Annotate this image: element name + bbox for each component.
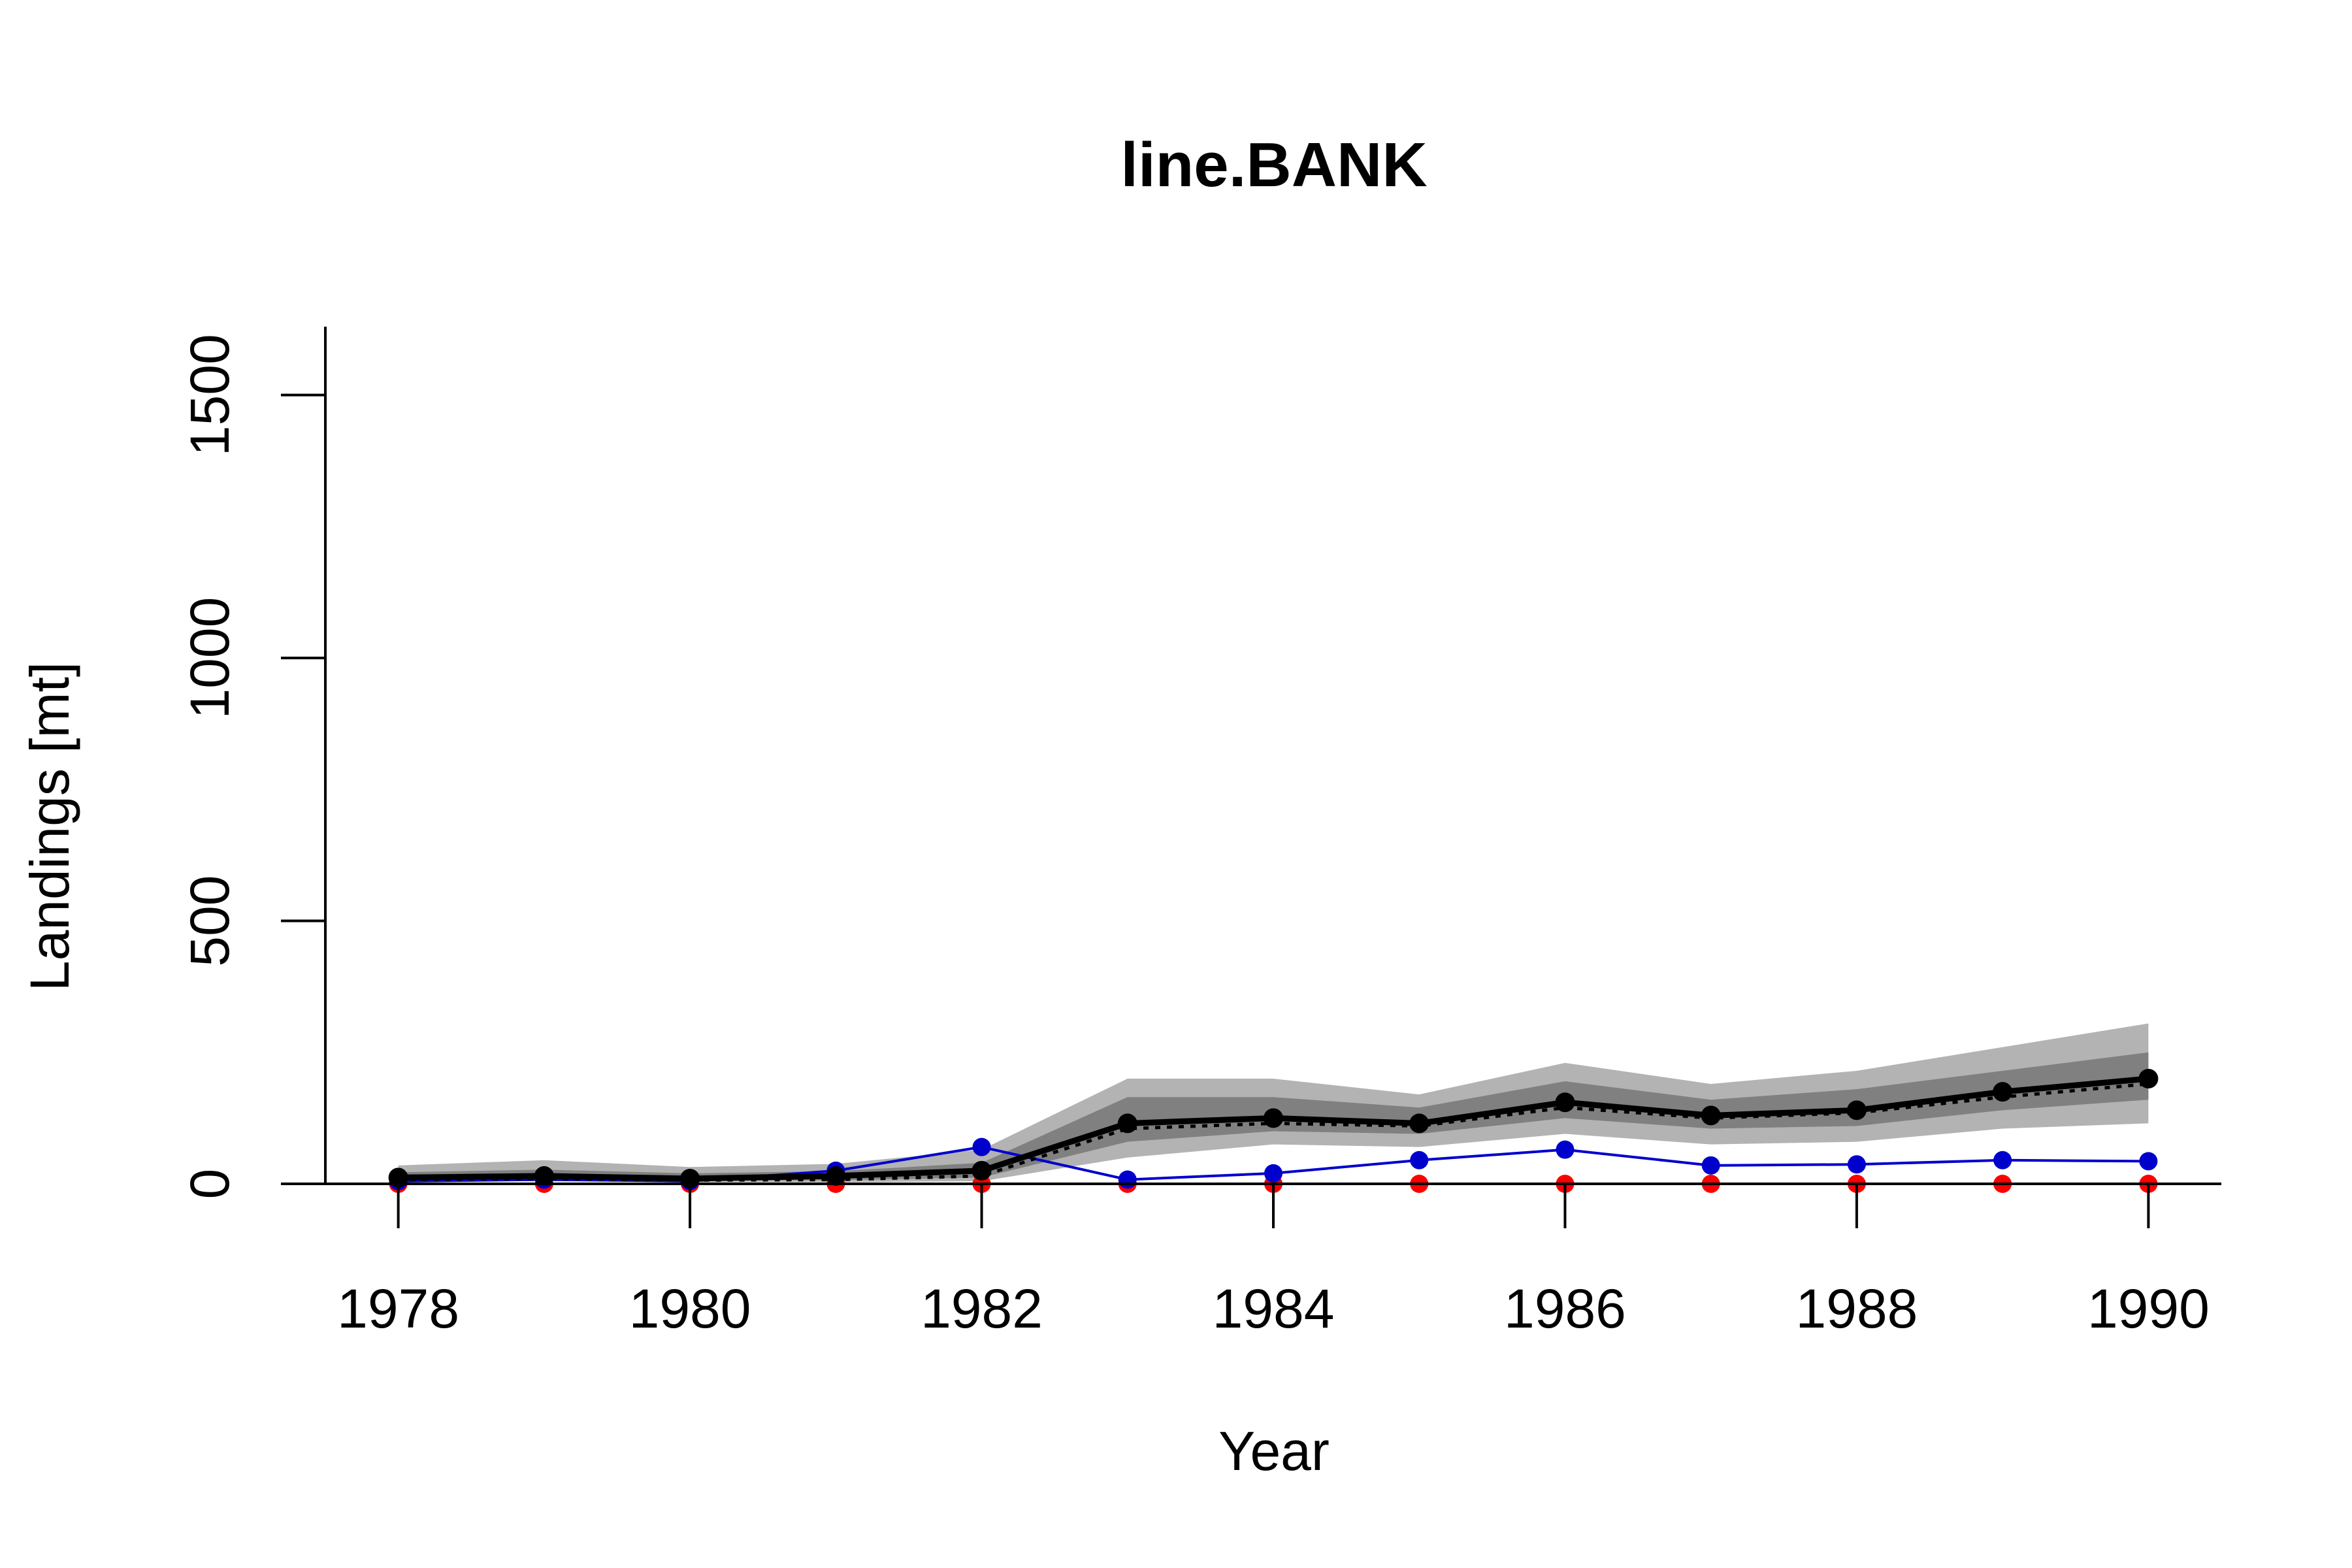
series-1-point [388, 1168, 408, 1188]
series-3-point [1410, 1151, 1429, 1169]
series-1-point [972, 1160, 992, 1181]
axes: 1978 1980 1982 1984 1986 1988 1990 0 500 1000 1500 [179, 327, 2221, 1339]
series-1-point [534, 1166, 554, 1186]
y-tick-label: 0 [179, 1169, 240, 1200]
x-axis-label: Year [1218, 1420, 1330, 1482]
x-tick-label: 1982 [921, 1278, 1043, 1339]
series-1-point [1846, 1100, 1867, 1120]
series-3-point [972, 1137, 991, 1156]
y-tick-label: 1500 [179, 334, 240, 456]
y-tick-label: 1000 [179, 597, 240, 719]
y-tick-label: 500 [179, 875, 240, 966]
x-tick-label: 1990 [2087, 1278, 2210, 1339]
series-1-point [1701, 1105, 1721, 1126]
interval-bands [398, 1023, 2149, 1183]
x-tick-label: 1988 [1795, 1278, 1918, 1339]
series-1-point [1117, 1113, 1137, 1134]
series-3-point [1701, 1156, 1720, 1175]
series-3-point [1118, 1170, 1137, 1189]
y-axis-label: Landings [mt] [19, 662, 80, 991]
x-tick-label: 1978 [337, 1278, 459, 1339]
series-1-point [1993, 1082, 2013, 1102]
series-3-point [2139, 1152, 2158, 1171]
series-3-point [1264, 1164, 1282, 1183]
series-1-point [826, 1166, 846, 1186]
series-3-point [1993, 1151, 2012, 1169]
series-1-point [1409, 1113, 1429, 1134]
series-1-point [1555, 1092, 1575, 1113]
series-3-point [1556, 1140, 1575, 1159]
series-1-point [2138, 1069, 2159, 1089]
x-tick-label: 1984 [1213, 1278, 1335, 1339]
x-tick-label: 1986 [1504, 1278, 1626, 1339]
series-1-point [1264, 1108, 1283, 1128]
series-3-point [1847, 1155, 1866, 1174]
x-tick-label: 1980 [629, 1278, 751, 1339]
chart-title: line.BANK [1120, 130, 1427, 200]
